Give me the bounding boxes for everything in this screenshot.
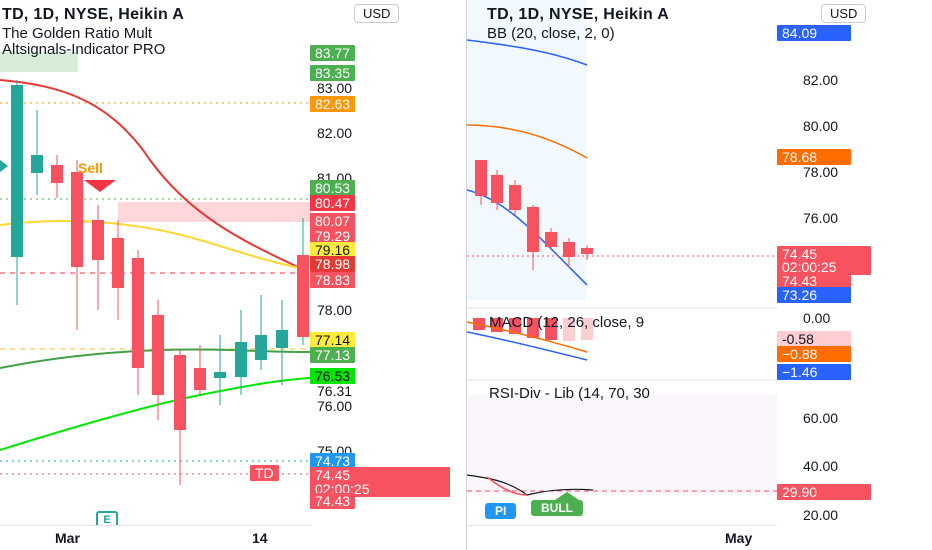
ma-lime <box>0 377 311 451</box>
ma-yellow <box>0 219 301 269</box>
left-price-chart[interactable] <box>0 0 312 526</box>
resistance-zone-red <box>118 202 312 222</box>
axis-tick: 76.00 <box>317 398 353 414</box>
price-label: 74.45 <box>310 467 450 483</box>
axis-tick: 76.31 <box>317 383 353 399</box>
rsi-label: 29.90 <box>777 484 871 500</box>
right-price-chart[interactable] <box>467 0 777 526</box>
price-label: 78.68 <box>777 149 851 165</box>
bb-basis-line <box>467 124 588 159</box>
price-label: 74.43 <box>310 493 356 509</box>
price-label: 84.09 <box>777 25 851 41</box>
left-time-axis[interactable]: Mar 14 <box>0 525 312 550</box>
x-tick: Mar <box>55 530 80 546</box>
buy-arrow-icon[interactable] <box>0 160 8 172</box>
price-label: 74.43 <box>777 273 851 289</box>
price-label: 80.53 <box>310 180 356 196</box>
axis-tick: 76.00 <box>803 210 839 226</box>
price-label: 74.45 <box>777 246 871 262</box>
left-chart-title[interactable]: TD, 1D, NYSE, Heikin A <box>2 6 185 23</box>
ma-red <box>0 79 301 269</box>
indicator-legend-altsignals[interactable]: Altsignals-Indicator PRO <box>2 41 166 58</box>
candles <box>475 160 593 270</box>
price-label: 83.77 <box>310 45 356 61</box>
indicator-legend-golden-ratio[interactable]: The Golden Ratio Mult <box>2 25 153 42</box>
price-label: 76.53 <box>310 368 356 384</box>
axis-tick: 40.00 <box>803 458 839 474</box>
left-currency-button[interactable]: USD <box>354 4 400 23</box>
countdown-label: 02:00:25 <box>777 259 871 275</box>
price-label: 73.26 <box>777 287 851 303</box>
pivot-label-button[interactable]: PI <box>485 503 517 519</box>
symbol-tag: TD <box>250 465 279 481</box>
signal-line <box>467 321 588 353</box>
right-price-axis[interactable]: USD 82.00 80.00 78.00 76.00 0.00 60.00 4… <box>777 0 932 550</box>
left-price-axis[interactable]: USD 83.00 82.00 81.00 78.00 76.31 76.00 … <box>310 0 466 550</box>
price-label: 78.98 <box>310 256 356 272</box>
macd-line <box>467 331 588 361</box>
bull-arrow-icon <box>555 492 579 500</box>
price-label: 79.29 <box>310 228 356 244</box>
bb-upper-line <box>467 39 588 66</box>
axis-tick: 20.00 <box>803 507 839 523</box>
right-chart-title[interactable]: TD, 1D, NYSE, Heikin A <box>487 6 670 23</box>
supply-zone-green <box>0 52 78 72</box>
macd-label: −1.46 <box>777 364 851 380</box>
price-label: 79.16 <box>310 242 356 258</box>
axis-tick: 82.00 <box>803 72 839 88</box>
sell-arrow-icon[interactable] <box>84 180 116 192</box>
price-label: 77.13 <box>310 347 356 363</box>
x-tick: 14 <box>252 530 268 546</box>
price-label: 74.73 <box>310 453 356 469</box>
indicator-legend-macd[interactable]: MACD (12, 26, close, 9 <box>489 314 645 331</box>
price-label: 78.83 <box>310 272 356 288</box>
ma-green <box>0 348 311 369</box>
price-label: 83.35 <box>310 65 356 81</box>
price-label: 82.63 <box>310 96 356 112</box>
macd-label: −0.88 <box>777 346 851 362</box>
rsi-div-line <box>486 476 528 496</box>
axis-tick: 82.00 <box>317 125 353 141</box>
indicator-legend-bb[interactable]: BB (20, close, 2, 0) <box>487 25 615 42</box>
left-chart-pane[interactable]: TD, 1D, NYSE, Heikin A The Golden Ratio … <box>0 0 466 550</box>
right-chart-pane[interactable]: TD, 1D, NYSE, Heikin A BB (20, close, 2,… <box>466 0 932 550</box>
bull-label-button[interactable]: BULL <box>531 500 583 516</box>
right-time-axis[interactable]: May <box>467 525 777 550</box>
axis-tick: 78.00 <box>803 164 839 180</box>
macd-label: -0.58 <box>777 331 851 347</box>
sell-signal-label: Sell <box>78 160 103 176</box>
price-label: 80.47 <box>310 195 356 211</box>
rsi-band-fill <box>467 395 777 495</box>
indicator-legend-rsi[interactable]: RSI-Div - Lib (14, 70, 30 <box>489 385 650 402</box>
axis-tick: 83.00 <box>317 80 353 96</box>
axis-tick: 0.00 <box>803 310 831 326</box>
price-label: 77.14 <box>310 332 356 348</box>
axis-tick: 60.00 <box>803 410 839 426</box>
x-tick: May <box>725 530 753 546</box>
axis-tick: 80.00 <box>803 118 839 134</box>
axis-tick: 78.00 <box>317 302 353 318</box>
right-currency-button[interactable]: USD <box>821 4 867 23</box>
price-label: 80.07 <box>310 213 356 229</box>
candles <box>11 80 309 485</box>
